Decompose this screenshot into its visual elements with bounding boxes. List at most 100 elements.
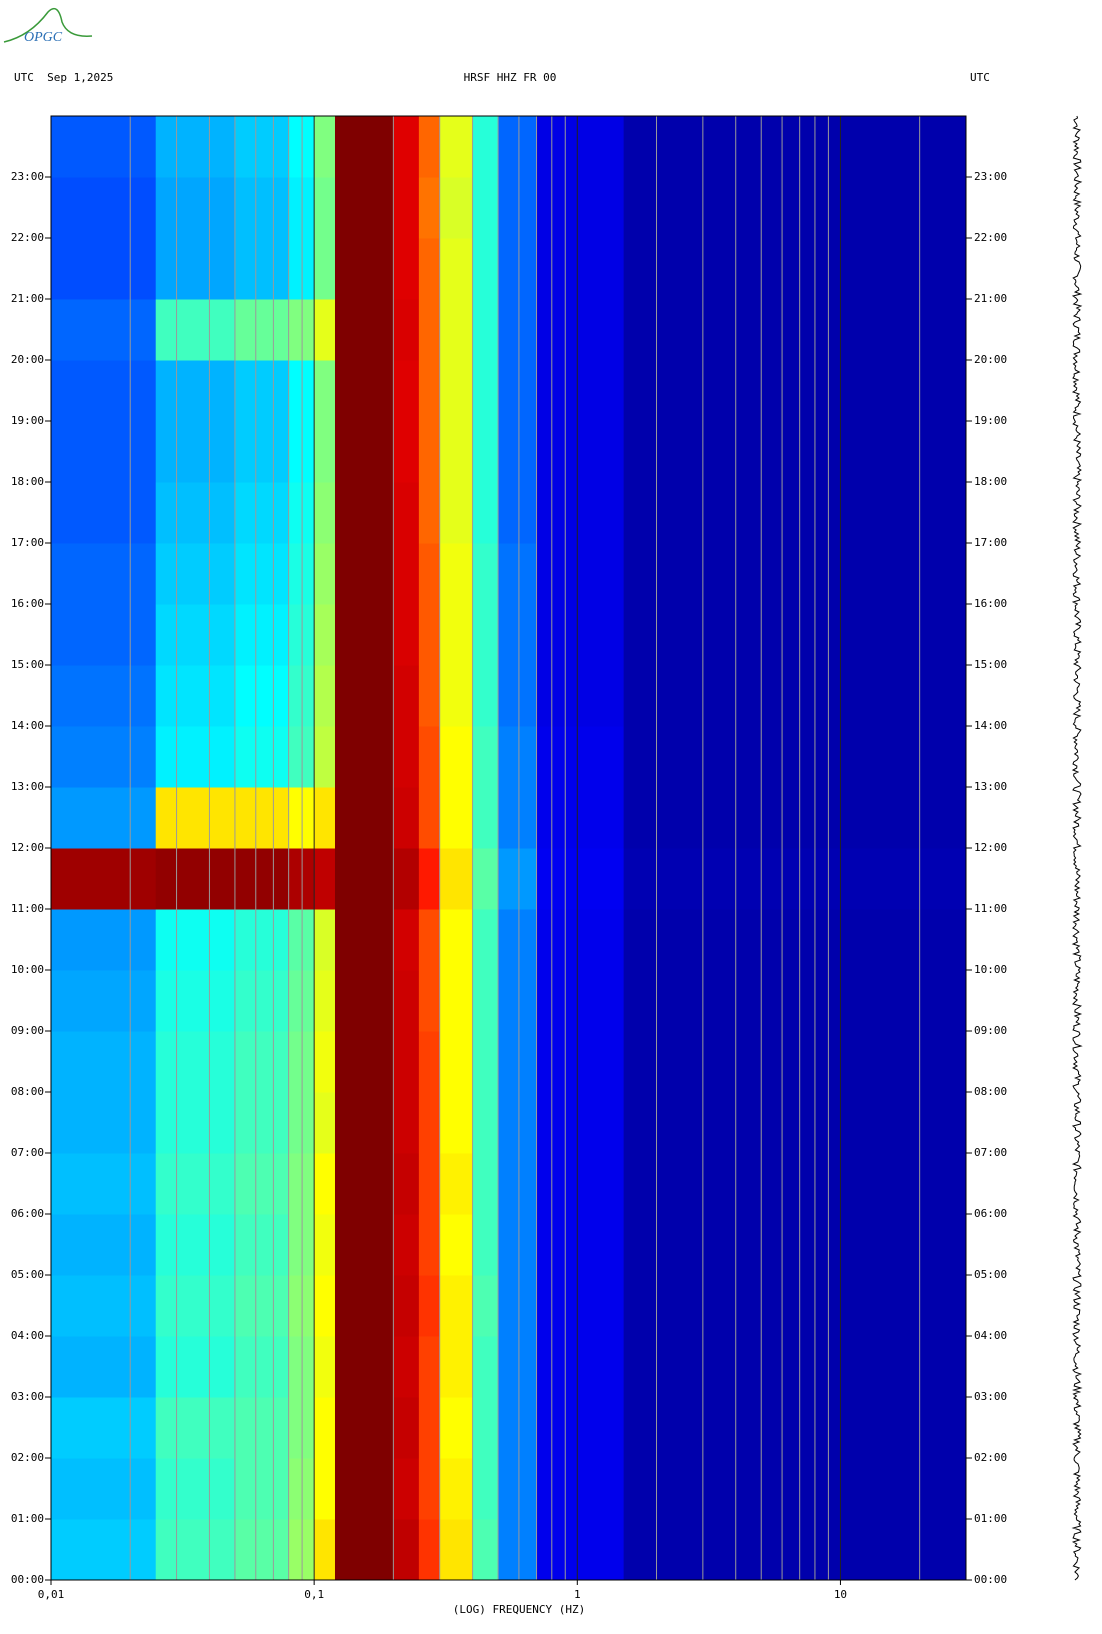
spectrogram-cell bbox=[439, 1397, 474, 1459]
spectrogram-cell bbox=[234, 970, 290, 1032]
spectrogram-cell bbox=[51, 726, 157, 788]
spectrogram-cell bbox=[536, 604, 625, 666]
spectrogram-cell bbox=[536, 1153, 625, 1215]
spectrogram-cell bbox=[155, 604, 236, 666]
y-tick-label-left: 10:00 bbox=[11, 963, 44, 976]
spectrogram-cell bbox=[234, 421, 290, 483]
spectrogram-cell bbox=[334, 421, 394, 483]
spectrogram-cell bbox=[234, 848, 290, 910]
spectrogram-cell bbox=[472, 1336, 499, 1398]
spectrogram-cell bbox=[51, 421, 157, 483]
spectrogram-cell bbox=[472, 177, 499, 239]
spectrogram-cell bbox=[472, 421, 499, 483]
spectrogram-cell bbox=[314, 482, 336, 544]
spectrogram-cell bbox=[472, 1092, 499, 1154]
spectrogram-cell bbox=[314, 1458, 336, 1520]
spectrogram-cell bbox=[155, 543, 236, 605]
spectrogram-cell bbox=[334, 116, 394, 178]
y-tick-label-right: 14:00 bbox=[974, 719, 1007, 732]
spectrogram-cell bbox=[536, 1458, 625, 1520]
spectrogram-cell bbox=[418, 1092, 441, 1154]
y-tick-label-left: 13:00 bbox=[11, 780, 44, 793]
spectrogram-cell bbox=[498, 1153, 538, 1215]
spectrogram-cell bbox=[623, 1031, 967, 1093]
y-tick-label-right: 21:00 bbox=[974, 292, 1007, 305]
spectrogram-cell bbox=[393, 177, 420, 239]
spectrogram-cell bbox=[418, 665, 441, 727]
spectrogram-cell bbox=[314, 360, 336, 422]
spectrogram-cell bbox=[498, 909, 538, 971]
spectrogram-cell bbox=[498, 1214, 538, 1276]
spectrogram-cell bbox=[51, 1214, 157, 1276]
spectrogram-cell bbox=[623, 177, 967, 239]
spectrogram-cell bbox=[155, 238, 236, 300]
spectrogram-cell bbox=[334, 482, 394, 544]
spectrogram-cell bbox=[51, 665, 157, 727]
spectrogram-cell bbox=[498, 1031, 538, 1093]
spectrogram-cell bbox=[234, 1275, 290, 1337]
spectrogram-cell bbox=[234, 1458, 290, 1520]
spectrogram-cell bbox=[472, 116, 499, 178]
y-tick-label-right: 04:00 bbox=[974, 1329, 1007, 1342]
spectrogram-cell bbox=[334, 726, 394, 788]
spectrogram-cell bbox=[536, 1031, 625, 1093]
spectrogram-cell bbox=[51, 848, 157, 910]
spectrogram-cell bbox=[393, 238, 420, 300]
spectrogram-cell bbox=[498, 665, 538, 727]
spectrogram-cell bbox=[536, 726, 625, 788]
spectrogram-cell bbox=[314, 787, 336, 849]
right-label: UTC bbox=[970, 71, 990, 84]
spectrogram-cell bbox=[334, 909, 394, 971]
spectrogram-cell bbox=[498, 1092, 538, 1154]
spectrogram-cell bbox=[536, 177, 625, 239]
x-tick-label: 10 bbox=[834, 1588, 847, 1601]
spectrogram-cell bbox=[418, 116, 441, 178]
spectrogram-cell bbox=[418, 1031, 441, 1093]
spectrogram-cell bbox=[536, 665, 625, 727]
spectrogram-cell bbox=[623, 1275, 967, 1337]
spectrogram-cell bbox=[334, 299, 394, 361]
y-tick-label-right: 18:00 bbox=[974, 475, 1007, 488]
spectrogram-cell bbox=[498, 604, 538, 666]
spectrogram-cell bbox=[155, 787, 236, 849]
y-tick-label-left: 16:00 bbox=[11, 597, 44, 610]
spectrogram-cell bbox=[439, 1519, 474, 1581]
spectrogram-cell bbox=[314, 177, 336, 239]
spectrogram-cell bbox=[393, 665, 420, 727]
spectrogram-cell bbox=[472, 604, 499, 666]
spectrogram-cell bbox=[314, 970, 336, 1032]
spectrogram-cell bbox=[439, 848, 474, 910]
spectrogram-cell bbox=[51, 604, 157, 666]
spectrogram-cell bbox=[234, 360, 290, 422]
spectrogram-cell bbox=[51, 970, 157, 1032]
chart-title: HRSF HHZ FR 00 bbox=[464, 71, 557, 84]
spectrogram-cell bbox=[334, 1397, 394, 1459]
spectrogram-cell bbox=[393, 543, 420, 605]
spectrogram-cell bbox=[498, 1519, 538, 1581]
spectrogram-cell bbox=[155, 726, 236, 788]
spectrogram-cell bbox=[472, 1031, 499, 1093]
logo: OPGC bbox=[3, 7, 93, 45]
spectrogram-cell bbox=[51, 1275, 157, 1337]
spectrogram-cell bbox=[314, 604, 336, 666]
spectrogram-cell bbox=[393, 116, 420, 178]
spectrogram-cell bbox=[498, 543, 538, 605]
spectrogram-cell bbox=[393, 482, 420, 544]
spectrogram-cell bbox=[536, 421, 625, 483]
spectrogram-cell bbox=[536, 238, 625, 300]
spectrogram-cell bbox=[393, 1031, 420, 1093]
spectrogram-cell bbox=[623, 787, 967, 849]
spectrogram-cell bbox=[498, 1336, 538, 1398]
spectrogram-cell bbox=[393, 726, 420, 788]
spectrogram-cell bbox=[314, 421, 336, 483]
spectrogram-cell bbox=[393, 909, 420, 971]
spectrogram-cell bbox=[472, 787, 499, 849]
y-tick-label-right: 11:00 bbox=[974, 902, 1007, 915]
spectrogram-cell bbox=[393, 1153, 420, 1215]
spectrogram-cell bbox=[155, 665, 236, 727]
y-tick-label-left: 04:00 bbox=[11, 1329, 44, 1342]
spectrogram-cell bbox=[623, 726, 967, 788]
spectrogram-cell bbox=[418, 543, 441, 605]
spectrogram-cell bbox=[623, 909, 967, 971]
